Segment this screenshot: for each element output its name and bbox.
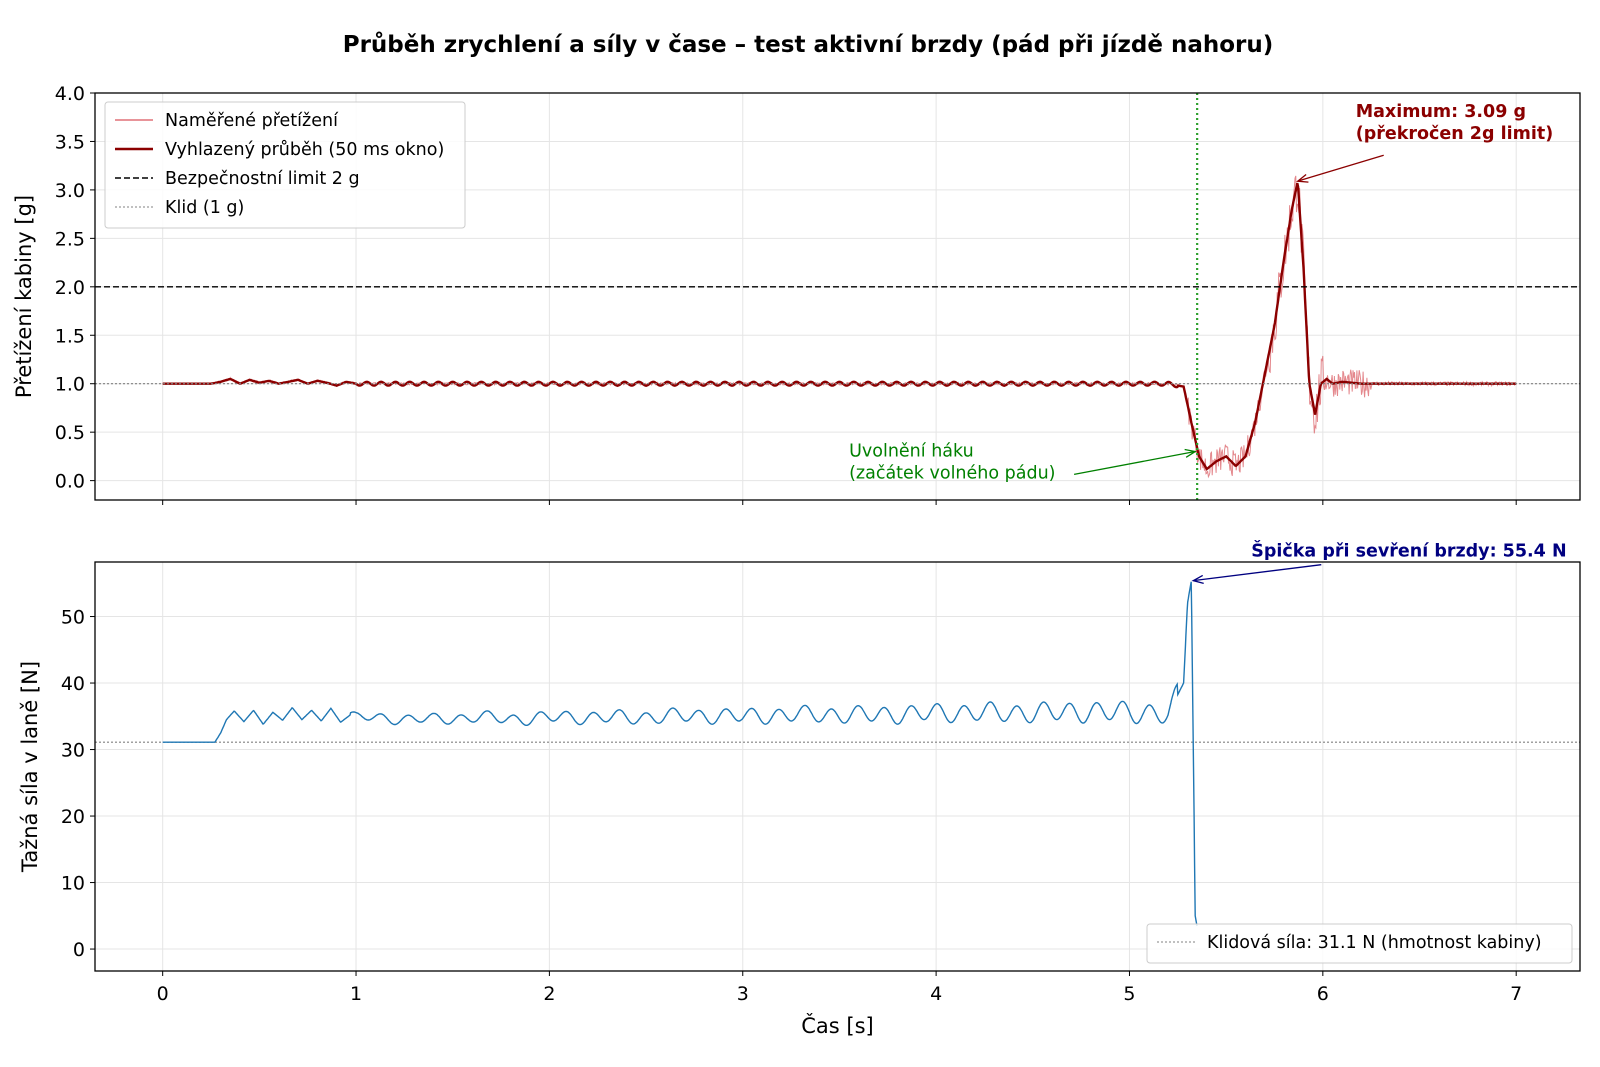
annotation-text: Uvolnění háku [849,441,974,461]
plot-area [95,581,1580,927]
annotation-arrow [1297,154,1384,182]
legend-label: Bezpečnostní limit 2 g [165,169,360,189]
axes-frame [94,561,1581,972]
legend-box [104,101,466,229]
y-tick-label: 1.0 [55,374,85,396]
y-tick-label: 1.5 [55,325,85,347]
y-tick-label: 10 [61,873,85,895]
x-tick-label: 5 [1123,983,1135,1005]
x-axis-label: Čas [s] [801,1013,873,1038]
y-tick-label: 3.5 [55,131,85,153]
y-tick-label: 2.5 [55,228,85,250]
y-tick-label: 3.0 [55,180,85,202]
y-tick-label: 20 [61,806,85,828]
annotation-text: Špička při sevření brzdy: 55.4 N [1251,540,1566,562]
legend-label: Vyhlazený průběh (50 ms okno) [165,140,444,160]
x-tick-label: 4 [930,983,942,1005]
y-tick-label: 40 [61,673,85,695]
y-axis-label: Přetížení kabiny [g] [12,195,36,398]
annotation-text: (překročen 2g limit) [1356,124,1554,144]
annotation-text: Maximum: 3.09 g [1356,102,1526,122]
x-tick-label: 6 [1317,983,1329,1005]
y-tick-label: 2.0 [55,277,85,299]
legend-box [1146,923,1573,964]
x-tick-label: 0 [157,983,169,1005]
panel-force: 0 1 2 3 4 5 6 7 0 10 20 30 40 50 Tažná síla v laně [N]… [18,540,1581,1038]
annotation-arrow [1193,564,1322,582]
x-tick-label: 2 [543,983,555,1005]
y-tick-label: 30 [61,740,85,762]
y-tick-label: 4.0 [55,83,85,105]
y-tick-label: 50 [61,607,85,629]
annotation-text: (začátek volného pádu) [849,463,1055,483]
legend-label: Naměřené přetížení [165,111,339,131]
x-tick-label: 1 [350,983,362,1005]
y-tick-label: 0.5 [55,422,85,444]
y-tick-label: 0 [73,939,85,961]
series-line-force [162,581,1198,927]
series-line-smoothed [162,182,1517,471]
x-tick-label: 7 [1510,983,1522,1005]
annotation-arrowhead [1296,173,1309,183]
y-tick-label: 0.0 [55,471,85,493]
annotation-arrowhead [1191,574,1204,584]
plot-area [95,93,1580,500]
axes-frame [94,92,1581,501]
figure-title: Průběh zrychlení a síly v čase – test ak… [343,31,1274,58]
annotation-arrow [1073,450,1196,476]
legend-label: Klidová síla: 31.1 N (hmotnost kabiny) [1207,933,1542,953]
legend-label: Klid (1 g) [165,198,244,218]
panel-acceleration: 0.0 0.5 1.0 1.5 2.0 2.5 3.0 3.5 4.0 Přetížení kab… [12,83,1581,505]
y-axis-label: Tažná síla v laně [N] [18,661,42,873]
annotation-arrowhead [1184,448,1197,458]
x-tick-label: 3 [737,983,749,1005]
